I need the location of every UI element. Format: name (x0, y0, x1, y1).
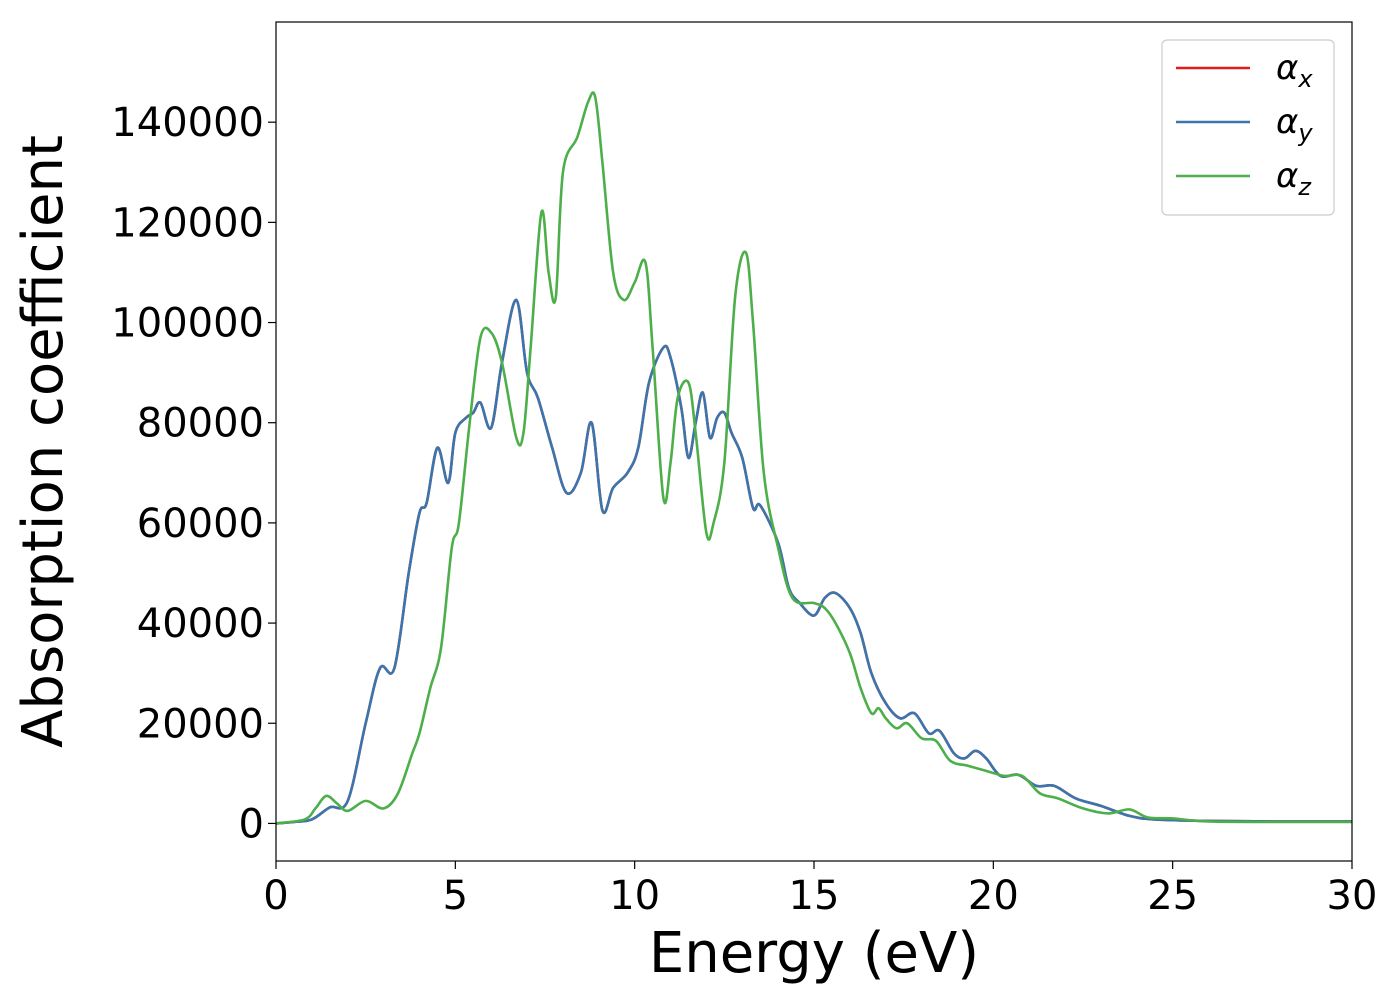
y-tick-label: 60000 (137, 501, 264, 547)
x-tick-label: 25 (1147, 873, 1198, 919)
legend: αx αy αz (1161, 39, 1335, 216)
y-axis-label: Absorption coefficient (11, 135, 76, 748)
x-axis-label: Energy (eV) (649, 921, 979, 986)
series-line-y (276, 298, 1352, 825)
legend-label-z: αz (1276, 156, 1312, 201)
y-tick-label: 120000 (111, 200, 264, 246)
x-tick-label: 15 (789, 873, 840, 919)
x-tick-label: 0 (263, 873, 288, 919)
legend-label-y: αy (1276, 102, 1313, 147)
y-tick-label: 140000 (111, 100, 264, 146)
x-tick-label: 10 (609, 873, 660, 919)
x-tick-label: 5 (443, 873, 468, 919)
legend-box (1161, 39, 1335, 216)
y-tick-label: 100000 (111, 301, 264, 347)
series-lines (276, 91, 1352, 825)
x-tick-label: 20 (968, 873, 1019, 919)
x-tick-label: 30 (1327, 873, 1378, 919)
axis-ticks: 0 5 10 15 20 25 30 0 20000 40000 60000 80000 100000 1… (111, 100, 1377, 919)
legend-label-x: αx (1276, 48, 1313, 93)
y-tick-label: 80000 (137, 401, 264, 447)
y-tick-label: 20000 (137, 701, 264, 747)
y-tick-label: 40000 (137, 601, 264, 647)
y-tick-label: 0 (239, 801, 264, 847)
series-line-z (276, 91, 1352, 825)
